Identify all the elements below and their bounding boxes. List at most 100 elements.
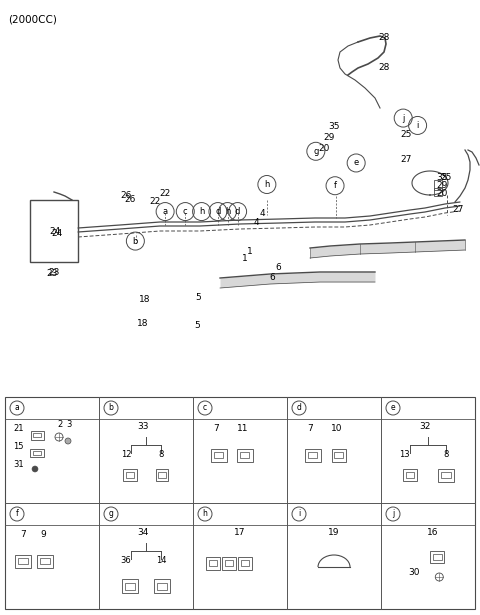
Text: 29: 29: [324, 133, 335, 142]
Circle shape: [32, 466, 38, 472]
Text: 6: 6: [270, 274, 276, 282]
Bar: [156, 469, 168, 481]
Text: 27: 27: [452, 205, 463, 215]
Bar: [30, 200, 78, 262]
Text: b: b: [108, 403, 113, 413]
Text: h: h: [225, 207, 230, 216]
Text: 12: 12: [121, 450, 131, 459]
Text: h: h: [203, 509, 207, 518]
Text: 25: 25: [440, 173, 451, 183]
Bar: [211, 448, 227, 461]
Bar: [403, 469, 417, 481]
Bar: [31, 430, 44, 440]
Text: 20: 20: [436, 189, 447, 197]
Text: 7: 7: [20, 530, 26, 539]
Bar: [441, 472, 451, 478]
Bar: [40, 558, 50, 564]
Circle shape: [65, 438, 71, 444]
Bar: [238, 557, 252, 569]
Text: 6: 6: [275, 263, 281, 272]
Text: 1: 1: [247, 247, 253, 256]
Text: e: e: [354, 159, 359, 167]
Text: 4: 4: [259, 210, 265, 218]
Bar: [225, 560, 233, 566]
Text: 27: 27: [400, 156, 411, 164]
Text: 16: 16: [427, 528, 438, 537]
Text: 23: 23: [46, 269, 58, 277]
Text: c: c: [203, 403, 207, 413]
Text: 14: 14: [156, 556, 166, 565]
Text: 19: 19: [328, 528, 340, 537]
Text: 1: 1: [242, 254, 248, 263]
Text: 28: 28: [378, 33, 390, 42]
Text: d: d: [235, 207, 240, 216]
Text: 33: 33: [137, 422, 149, 431]
Text: 7: 7: [307, 424, 312, 433]
Bar: [241, 560, 249, 566]
Text: 26: 26: [124, 196, 136, 205]
Bar: [158, 472, 166, 478]
Bar: [209, 560, 217, 566]
Bar: [214, 452, 223, 458]
Text: 13: 13: [399, 450, 409, 459]
Text: 10: 10: [331, 424, 342, 433]
Text: 34: 34: [137, 528, 149, 537]
Text: h: h: [264, 180, 270, 189]
Bar: [206, 557, 220, 569]
Text: 20: 20: [319, 145, 330, 153]
Text: 23: 23: [48, 268, 60, 277]
Text: 28: 28: [378, 63, 390, 72]
Bar: [431, 551, 444, 563]
Text: 8: 8: [158, 450, 164, 459]
Bar: [157, 582, 167, 590]
Text: 26: 26: [120, 191, 132, 200]
Text: 21: 21: [13, 424, 24, 433]
Text: 8: 8: [444, 450, 449, 459]
Text: 11: 11: [237, 424, 248, 433]
Text: 35: 35: [328, 122, 339, 130]
Text: 22: 22: [159, 189, 170, 199]
Text: a: a: [163, 207, 168, 216]
Text: f: f: [334, 181, 336, 190]
Bar: [122, 579, 138, 593]
Bar: [222, 557, 236, 569]
Text: 5: 5: [194, 322, 200, 330]
Bar: [438, 469, 454, 482]
Text: g: g: [108, 509, 113, 518]
Text: e: e: [391, 403, 396, 413]
Text: b: b: [132, 237, 138, 245]
Text: 29: 29: [436, 180, 447, 189]
Bar: [308, 452, 317, 458]
Text: 3: 3: [66, 420, 72, 429]
Text: 30: 30: [408, 568, 420, 577]
Text: 22: 22: [149, 197, 160, 206]
Text: 25: 25: [400, 130, 411, 138]
Text: 9: 9: [40, 530, 46, 539]
Text: a: a: [14, 403, 19, 413]
Bar: [406, 472, 414, 478]
Text: d: d: [215, 207, 221, 216]
Text: i: i: [298, 509, 300, 518]
Text: c: c: [183, 207, 188, 216]
Bar: [33, 451, 41, 455]
Bar: [154, 579, 170, 593]
Bar: [434, 180, 442, 190]
Text: d: d: [297, 403, 301, 413]
Bar: [37, 555, 53, 568]
Bar: [126, 472, 134, 478]
Bar: [335, 452, 343, 458]
Text: 36: 36: [120, 556, 132, 565]
Bar: [5, 397, 475, 609]
Bar: [237, 448, 252, 461]
Text: i: i: [417, 121, 419, 130]
Bar: [30, 449, 44, 457]
Text: 18: 18: [137, 319, 149, 328]
Text: 24: 24: [51, 229, 62, 238]
Text: 17: 17: [234, 528, 246, 537]
Text: 35: 35: [436, 172, 447, 181]
Bar: [125, 582, 135, 590]
Text: j: j: [402, 114, 404, 122]
Text: 4: 4: [254, 218, 260, 227]
Text: 31: 31: [13, 460, 24, 469]
Text: 15: 15: [13, 442, 24, 451]
